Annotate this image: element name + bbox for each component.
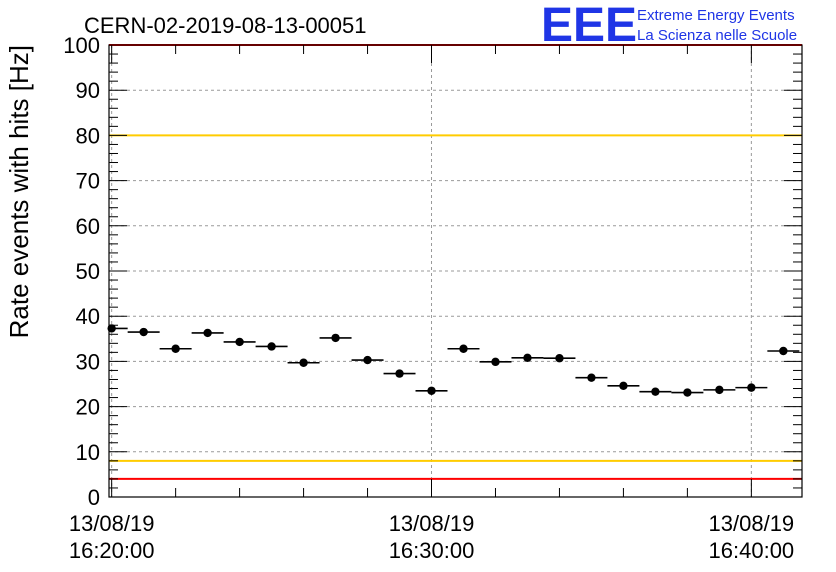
point-marker <box>299 358 308 367</box>
data-point <box>255 342 288 351</box>
data-point <box>447 344 480 353</box>
data-point <box>511 353 544 362</box>
logo-line-1: Extreme Energy Events <box>637 7 795 24</box>
data-point <box>575 373 608 382</box>
point-marker <box>235 337 244 347</box>
chart-title: CERN-02-2019-08-13-00051 <box>84 13 367 38</box>
y-tick-label: 50 <box>76 259 100 284</box>
y-tick-labels: 0 10 20 30 40 50 60 70 80 90 100 <box>63 33 100 510</box>
point-marker <box>715 385 724 395</box>
data-point <box>703 385 736 395</box>
y-tick-label: 40 <box>76 304 100 329</box>
y-tick-label: 70 <box>76 169 100 194</box>
point-marker <box>395 369 404 378</box>
y-tick-label: 90 <box>76 78 100 103</box>
y-tick-label: 10 <box>76 440 100 465</box>
eee-logo: EEE Extreme Energy Events La Scienza nel… <box>541 0 797 52</box>
point-marker <box>523 353 532 362</box>
point-marker <box>619 381 628 391</box>
y-tick-label: 20 <box>76 395 100 420</box>
logo-line-2: La Scienza nelle Scuole <box>637 27 797 44</box>
data-point <box>127 327 160 337</box>
x-tick-time: 16:30:00 <box>389 538 475 563</box>
point-marker <box>651 387 660 396</box>
y-tick-label: 60 <box>76 214 100 239</box>
y-tick-label: 0 <box>88 485 100 510</box>
y-tick-label: 80 <box>76 123 100 148</box>
data-point <box>319 333 352 343</box>
point-marker <box>683 388 692 397</box>
x-tick-labels: 13/08/1916:20:0013/08/1916:30:0013/08/19… <box>69 511 794 563</box>
point-marker <box>587 373 596 382</box>
y-tick-label: 30 <box>76 349 100 374</box>
point-marker <box>171 344 180 353</box>
x-tick-time: 16:20:00 <box>69 538 155 563</box>
point-marker <box>331 333 340 343</box>
data-point <box>383 369 416 378</box>
data-point <box>767 346 800 356</box>
data-point <box>287 358 320 367</box>
point-marker <box>747 383 756 392</box>
x-tick-date: 13/08/19 <box>709 511 795 536</box>
axis-ticks <box>109 44 802 498</box>
y-axis-title: Rate events with hits [Hz] <box>4 45 34 338</box>
data-point <box>543 354 576 363</box>
data-point <box>159 344 192 353</box>
data-points <box>107 324 800 397</box>
logo-letters: EEE <box>541 0 637 52</box>
reference-lines <box>109 44 802 480</box>
point-marker <box>555 354 564 363</box>
point-marker <box>363 355 372 365</box>
x-tick-date: 13/08/19 <box>69 511 155 536</box>
data-point <box>191 328 224 338</box>
data-point <box>735 383 768 392</box>
point-marker <box>491 357 500 367</box>
data-point <box>671 388 704 397</box>
point-marker <box>459 344 468 353</box>
data-point <box>107 324 128 333</box>
data-point <box>639 387 672 396</box>
point-marker <box>427 386 436 395</box>
point-marker <box>139 327 148 337</box>
data-point <box>479 357 512 367</box>
grid-layer <box>109 45 802 497</box>
data-point <box>607 381 640 391</box>
x-tick-date: 13/08/19 <box>389 511 475 536</box>
point-marker <box>107 324 116 333</box>
data-point <box>415 386 448 395</box>
point-marker <box>267 342 276 351</box>
y-tick-label: 100 <box>63 33 100 58</box>
data-point <box>223 337 256 347</box>
point-marker <box>779 346 788 356</box>
x-tick-time: 16:40:00 <box>709 538 795 563</box>
data-point <box>351 355 384 365</box>
point-marker <box>203 328 212 338</box>
